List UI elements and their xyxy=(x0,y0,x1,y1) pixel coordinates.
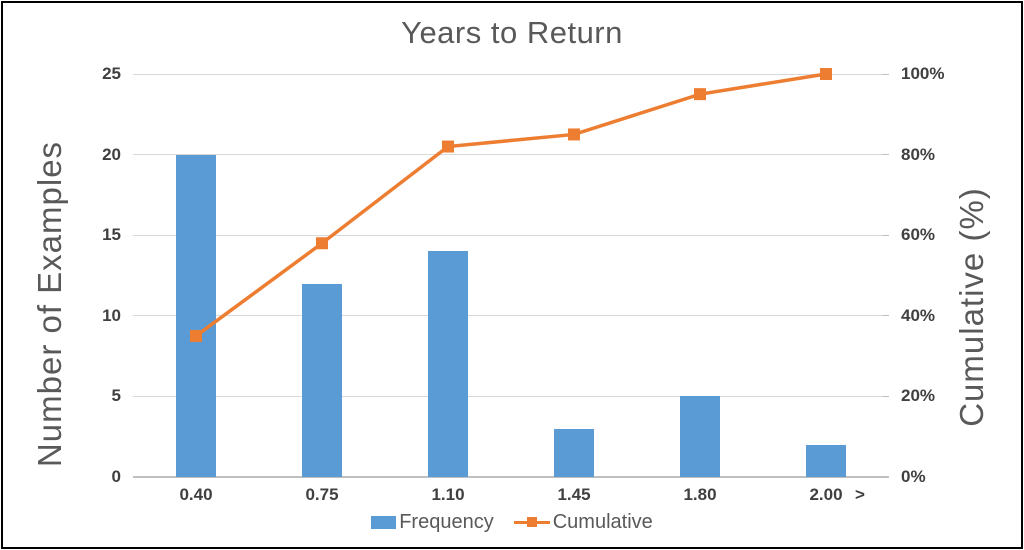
right-axis-tick-label: 40% xyxy=(901,305,936,325)
cumulative-line-layer xyxy=(190,68,832,342)
gridline xyxy=(133,315,889,317)
x-axis-tick-label: 0.40 xyxy=(179,485,213,504)
left-axis-tick-label: 20 xyxy=(102,144,121,164)
gridline xyxy=(133,73,889,75)
right-axis-tick-mark xyxy=(882,73,889,75)
legend-item-cumulative: Cumulative xyxy=(513,511,653,534)
x-axis-overflow-symbol: > xyxy=(855,485,865,504)
left-axis-tick-label: 10 xyxy=(102,305,121,325)
x-axis-tick-label: 1.10 xyxy=(431,485,465,504)
right-axis-tick-label: 60% xyxy=(901,225,936,245)
frequency-bar xyxy=(554,428,594,477)
left-axis-tick-label: 0 xyxy=(111,467,121,486)
legend: Frequency Cumulative xyxy=(3,511,1021,534)
frequency-bar xyxy=(428,251,468,477)
right-axis-tick-mark xyxy=(882,476,889,478)
right-axis-tick-mark xyxy=(882,395,889,397)
right-axis-tick-mark xyxy=(882,315,889,317)
right-axis-tick-mark xyxy=(882,154,889,156)
cumulative-point-marker xyxy=(316,237,328,250)
left-axis-title: Number of Examples xyxy=(31,140,68,468)
cumulative-point-marker xyxy=(190,329,202,342)
x-axis-tick-label: 1.45 xyxy=(557,485,591,504)
chart-title: Years to Return xyxy=(401,15,623,50)
gridline xyxy=(133,154,889,156)
x-axis-line xyxy=(133,476,889,478)
left-axis-tick-label: 25 xyxy=(102,64,121,83)
frequency-bar xyxy=(176,154,216,477)
frequency-bar xyxy=(806,444,846,477)
legend-item-frequency: Frequency xyxy=(371,511,494,534)
gridline xyxy=(133,234,889,236)
legend-label-frequency: Frequency xyxy=(399,511,494,533)
right-axis-tick-label: 0% xyxy=(901,467,926,486)
gridline xyxy=(133,395,889,397)
right-axis-tick-mark xyxy=(882,234,889,236)
cumulative-line xyxy=(194,72,827,338)
right-axis-tick-label: 100% xyxy=(901,64,945,83)
x-axis-tick-label: 1.80 xyxy=(683,485,717,504)
frequency-bar xyxy=(302,283,342,477)
left-axis-tick-label: 15 xyxy=(102,225,121,245)
frequency-bar xyxy=(680,396,720,477)
x-axis-tick-label: 0.75 xyxy=(305,485,339,504)
right-axis-tick-label: 80% xyxy=(901,144,936,164)
cumulative-line-swatch-icon xyxy=(513,516,550,529)
cumulative-point-marker xyxy=(820,68,832,80)
cumulative-point-marker xyxy=(568,128,580,141)
x-axis-tick-label: 2.00 xyxy=(809,485,843,504)
legend-label-cumulative: Cumulative xyxy=(552,511,653,533)
right-axis-tick-label: 20% xyxy=(901,386,936,406)
right-axis-title: Cumulative (%) xyxy=(953,187,990,427)
frequency-swatch-icon xyxy=(371,516,397,529)
left-axis-tick-label: 5 xyxy=(111,386,121,406)
cumulative-point-marker xyxy=(442,140,454,153)
cumulative-point-marker xyxy=(694,88,706,101)
